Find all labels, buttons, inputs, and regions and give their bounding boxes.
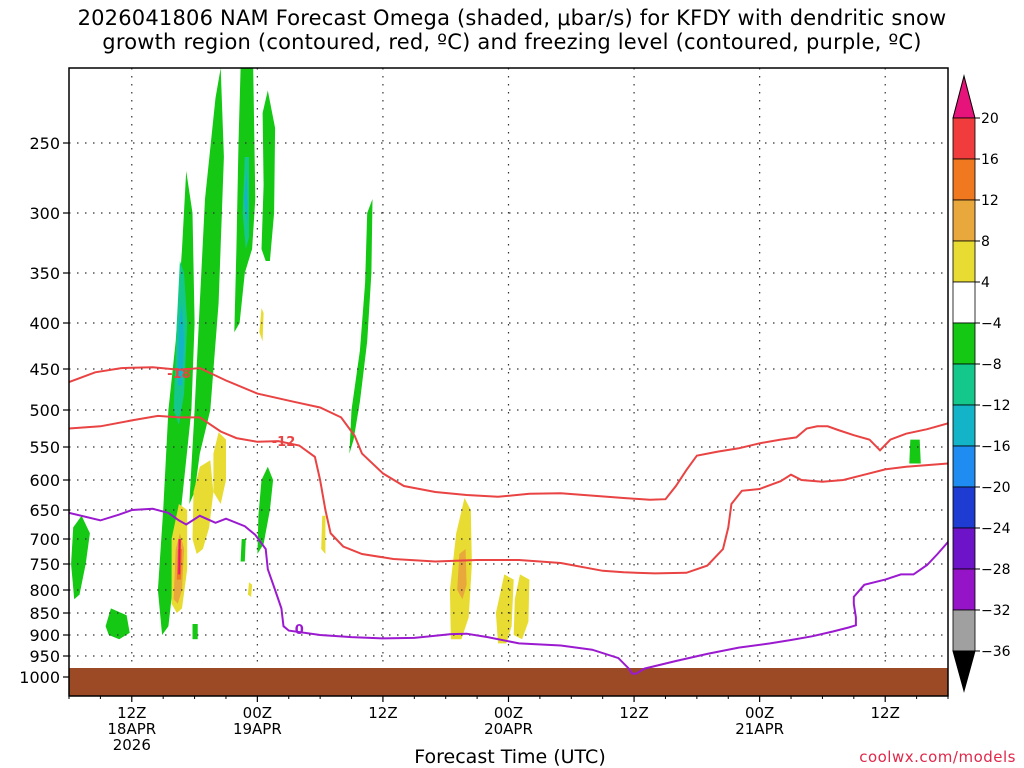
y-tick-label-500: 500 (29, 401, 60, 420)
colorbar-band-11 (952, 568, 976, 611)
contour-line-2 (69, 507, 948, 675)
x-tick-label-78-0: 12Z (871, 704, 900, 722)
colorbar-label-7: −12 (981, 398, 1011, 414)
colorbar-label-6: −8 (981, 357, 1002, 373)
y-tick-label-900: 900 (29, 626, 60, 645)
omega-region-18 (259, 308, 264, 342)
x-tick-label-42-1: 20APR (484, 720, 533, 738)
colorbar-label-4: 4 (981, 275, 990, 291)
y-tick-label-550: 550 (29, 438, 60, 457)
omega-region-1 (189, 68, 224, 504)
colorbar-label-11: −28 (981, 562, 1011, 578)
colorbar-band-12 (952, 609, 976, 652)
omega-region-9 (240, 539, 246, 562)
contour-label-2: 0 (295, 623, 304, 638)
x-tick-label-6-2: 2026 (113, 736, 151, 754)
grid-lines (69, 68, 948, 696)
title-line-1: 2026041806 NAM Forecast Omega (shaded, μ… (77, 6, 947, 30)
y-tick-label-400: 400 (29, 314, 60, 333)
y-tick-label-700: 700 (29, 530, 60, 549)
omega-region-4 (257, 466, 274, 554)
colorbar-label-3: 8 (981, 234, 990, 250)
temperature-contours: -18 -12 0 (69, 366, 948, 675)
colorbar-label-13: −36 (981, 644, 1011, 660)
omega-region-23 (513, 574, 530, 640)
x-tick-label-66-0: 00Z (745, 704, 774, 722)
omega-region-13 (177, 303, 185, 386)
omega-region-19 (321, 515, 326, 554)
colorbar-label-12: −32 (981, 603, 1011, 619)
colorbar-band-5 (952, 322, 976, 365)
x-tick-label-6-0: 12Z (117, 704, 146, 722)
omega-region-8 (192, 624, 198, 640)
y-tick-label-350: 350 (29, 264, 60, 283)
colorbar-band-6 (952, 363, 976, 406)
omega-region-3 (261, 90, 276, 261)
y-tick-label-950: 950 (29, 647, 60, 666)
colorbar: 20 16 12 8 4 −4 −8 −12 −16 −20 −24 −28 −32 −36 (952, 74, 1011, 693)
colorbar-label-9: −20 (981, 480, 1011, 496)
omega-region-17 (213, 432, 226, 504)
ground-fill (69, 668, 948, 696)
omega-region-7 (105, 608, 130, 640)
colorbar-over-triangle (952, 74, 976, 119)
x-tick-label-54-0: 12Z (619, 704, 648, 722)
y-axis: 250 300 350 400 450 500 550 600 650 700 750 800 850 9… (19, 134, 69, 687)
x-tick-label-18-0: 00Z (243, 704, 272, 722)
chart-title: 2026041806 NAM Forecast Omega (shaded, μ… (0, 6, 1024, 54)
y-tick-label-600: 600 (29, 471, 60, 490)
contour-label-0: -18 (167, 367, 191, 382)
colorbar-label-0: 20 (981, 111, 999, 127)
omega-shading (71, 68, 921, 644)
colorbar-label-5: −4 (981, 316, 1002, 332)
credit-link[interactable]: coolwx.com/models (859, 748, 1016, 766)
x-tick-label-42-0: 00Z (494, 704, 523, 722)
y-tick-label-250: 250 (29, 134, 60, 153)
colorbar-band-10 (952, 527, 976, 570)
y-tick-label-650: 650 (29, 501, 60, 520)
colorbar-band-3 (952, 240, 976, 283)
y-tick-label-800: 800 (29, 581, 60, 600)
omega-region-16 (192, 460, 214, 554)
x-tick-label-30-0: 12Z (368, 704, 397, 722)
contour-label-1: -12 (272, 435, 296, 450)
colorbar-label-2: 12 (981, 193, 999, 209)
x-tick-label-66-1: 21APR (735, 720, 784, 738)
omega-region-6 (71, 515, 90, 600)
x-tick-label-6-1: 18APR (107, 720, 156, 738)
omega-region-14 (243, 171, 248, 225)
colorbar-band-9 (952, 486, 976, 529)
terrain-band (69, 668, 948, 696)
omega-region-20 (247, 582, 253, 597)
contour-line-1 (69, 414, 948, 575)
y-tick-label-850: 850 (29, 604, 60, 623)
x-tick-label-18-1: 19APR (233, 720, 282, 738)
x-axis-title: Forecast Time (UTC) (414, 746, 606, 768)
colorbar-under-triangle (952, 650, 976, 693)
omega-region-22 (495, 574, 514, 644)
title-line-2: growth region (contoured, red, ºC) and f… (102, 30, 922, 54)
y-tick-label-750: 750 (29, 555, 60, 574)
colorbar-band-7 (952, 404, 976, 447)
y-tick-label-450: 450 (29, 360, 60, 379)
omega-region-28 (178, 539, 181, 575)
omega-region-10 (909, 439, 921, 464)
colorbar-band-4 (952, 281, 976, 324)
colorbar-label-1: 16 (981, 152, 999, 168)
colorbar-band-1 (952, 158, 976, 201)
omega-region-5 (349, 199, 373, 454)
colorbar-band-8 (952, 445, 976, 488)
colorbar-band-2 (952, 199, 976, 242)
y-tick-label-1000: 1000 (19, 668, 60, 687)
y-tick-label-300: 300 (29, 204, 60, 223)
contour-line-0 (69, 366, 948, 501)
colorbar-label-8: −16 (981, 439, 1011, 455)
colorbar-label-10: −24 (981, 521, 1011, 537)
colorbar-band-0 (952, 117, 976, 160)
